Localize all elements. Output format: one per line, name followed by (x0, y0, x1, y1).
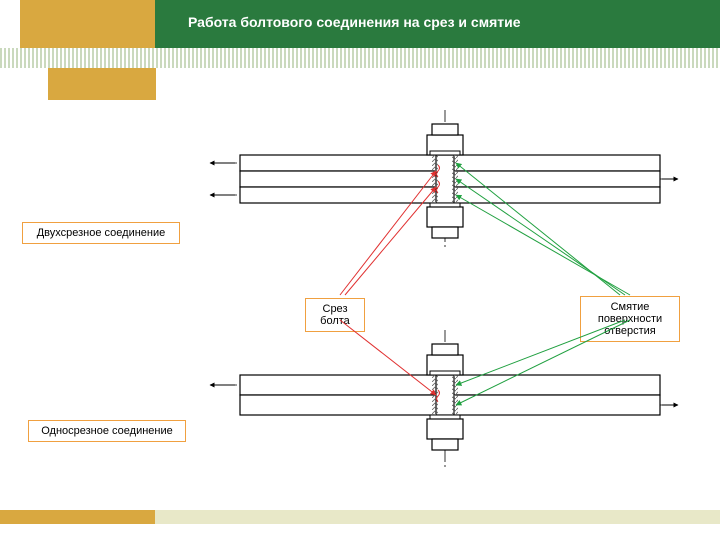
page-title: Работа болтового соединения на срез и см… (188, 14, 521, 30)
diagram-area (200, 110, 680, 490)
double-shear-drawing (210, 110, 678, 250)
decorative-stripe-bottom (0, 510, 720, 524)
label-single-shear: Односрезное соединение (28, 420, 186, 442)
header-bar: Работа болтового соединения на срез и см… (0, 0, 720, 48)
label-double-shear: Двухсрезное соединение (22, 222, 180, 244)
decorative-stripe-top (0, 48, 720, 68)
header-gold-block (0, 0, 155, 48)
red-annotation-arrows (340, 171, 436, 395)
single-shear-drawing (210, 330, 678, 470)
decorative-side-block (48, 68, 156, 100)
technical-diagram (200, 110, 680, 490)
